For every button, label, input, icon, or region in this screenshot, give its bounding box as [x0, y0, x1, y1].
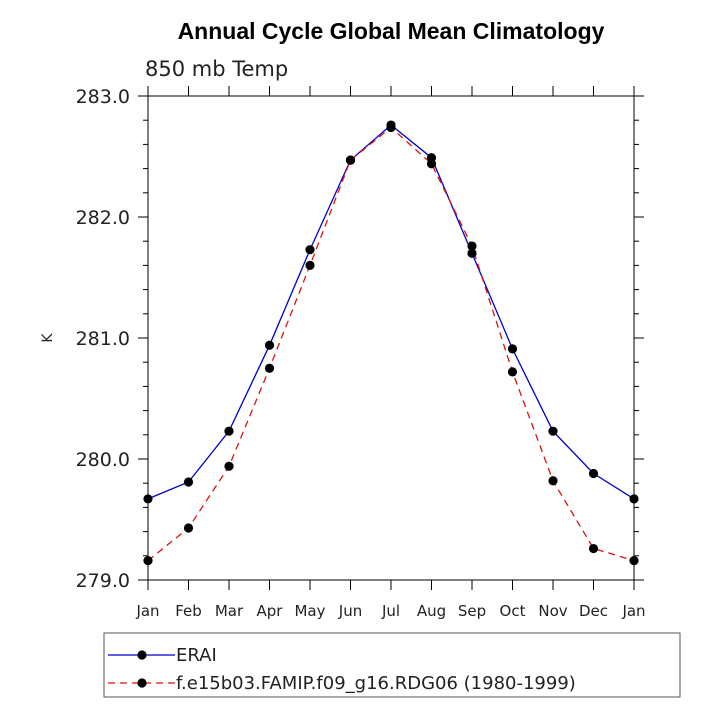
y-tick-label: 283.0	[76, 86, 130, 108]
series-1-point	[548, 476, 558, 486]
plot-frame	[147, 95, 635, 581]
series-0-point	[183, 477, 194, 487]
legend-marker-model	[137, 678, 147, 688]
series-1-point	[224, 461, 234, 471]
x-tick-label: Jun	[338, 602, 362, 620]
x-tick-label: Dec	[579, 602, 608, 620]
x-tick-label: Feb	[175, 602, 202, 620]
series-layer	[143, 120, 639, 566]
chart-subtitle: 850 mb Temp	[145, 57, 288, 81]
series-0-point	[224, 426, 234, 436]
x-tick-labels: Jan Feb Mar Apr May Jun Jul Aug Sep Oct Nov Dec Jan	[135, 602, 645, 620]
series-0-point	[467, 248, 477, 258]
x-tick-label: Apr	[257, 602, 284, 620]
series-0-point	[629, 494, 639, 504]
series-1-point	[629, 556, 639, 566]
series-1-point	[467, 241, 477, 251]
series-0-point	[264, 340, 275, 350]
y-tick-label: 279.0	[76, 570, 130, 592]
series-1-point	[305, 260, 315, 270]
series-0-point	[588, 468, 599, 479]
series-1-point	[143, 556, 153, 566]
y-tick-label: 280.0	[76, 449, 130, 471]
series-1-point	[507, 367, 518, 377]
legend: ERAI f.e15b03.FAMIP.f09_g16.RDG06 (1980-…	[103, 632, 681, 698]
x-tick-label: Jan	[621, 602, 645, 620]
series-1-point	[345, 155, 356, 165]
x-tick-label: Mar	[215, 602, 244, 620]
legend-label-erai: ERAI	[176, 645, 217, 666]
series-line-0	[147, 124, 635, 500]
chart-title: Annual Cycle Global Mean Climatology	[178, 18, 605, 44]
series-1-point	[588, 543, 599, 554]
x-tick-label: May	[294, 602, 325, 620]
series-1-point	[386, 122, 396, 133]
y-tick-label: 282.0	[76, 207, 130, 229]
series-1-point	[264, 363, 275, 373]
series-0-point	[143, 494, 153, 504]
x-tick-label: Jan	[135, 602, 159, 620]
x-tick-label: Aug	[417, 602, 446, 620]
legend-box	[103, 632, 681, 698]
y-tick-labels: 279.0 280.0 281.0 282.0 283.0	[76, 86, 130, 592]
series-1-point	[183, 523, 194, 533]
legend-marker-erai	[137, 650, 147, 660]
series-0-point	[305, 245, 315, 255]
series-0-point	[507, 344, 518, 354]
series-0-point	[548, 426, 558, 436]
y-axis-label: K	[40, 333, 56, 343]
x-tick-label: Nov	[538, 602, 567, 620]
x-tick-label: Jul	[381, 602, 400, 620]
legend-label-model: f.e15b03.FAMIP.f09_g16.RDG06 (1980-1999)	[176, 673, 576, 694]
axis-ticks	[138, 86, 644, 590]
y-tick-label: 281.0	[76, 328, 130, 350]
series-line-1	[147, 126, 635, 562]
x-tick-label: Sep	[458, 602, 486, 620]
series-1-point	[426, 159, 437, 169]
x-tick-label: Oct	[500, 602, 526, 620]
